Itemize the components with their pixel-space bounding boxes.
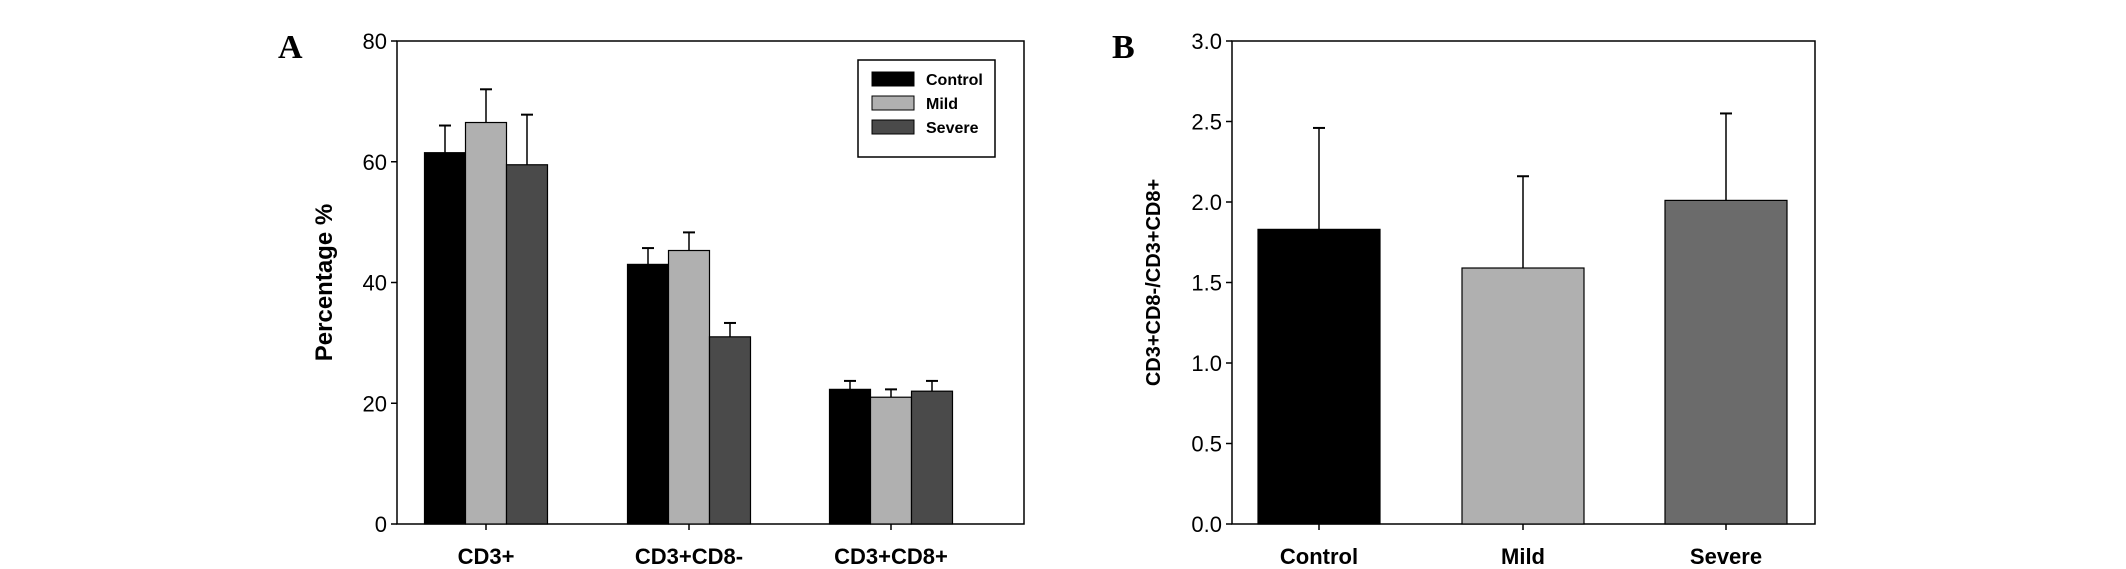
legend-label: Severe	[926, 120, 979, 137]
legend-label: Mild	[926, 96, 958, 113]
x-tick-label: CD3+CD8-	[635, 544, 743, 569]
legend-swatch	[871, 71, 915, 87]
y-axis-label: Percentage %	[311, 204, 338, 361]
x-tick-label: Severe	[1690, 544, 1762, 569]
y-tick-label: 0	[375, 512, 387, 537]
y-tick-label: 1.0	[1191, 351, 1222, 376]
chart-b: 0.0 0.5 1.0 1.5 2.0 2.5 3.0 CD3+CD8-/CD3+CD8+ Co…	[1143, 29, 1816, 569]
bar	[423, 152, 467, 525]
legend-swatch	[871, 95, 915, 111]
y-tick-label: 3.0	[1191, 29, 1222, 54]
y-tick-label: 2.0	[1191, 190, 1222, 215]
y-tick-label: 60	[363, 150, 387, 175]
legend-swatch	[871, 119, 915, 135]
y-axis-label: CD3+CD8-/CD3+CD8+	[1143, 179, 1165, 386]
y-tick-label: 0.5	[1191, 432, 1222, 457]
x-tick-label: Mild	[1501, 544, 1545, 569]
bar	[1257, 228, 1381, 525]
y-tick-label: 80	[363, 29, 387, 54]
y-tick-label: 0.0	[1191, 512, 1222, 537]
bar	[626, 263, 670, 525]
legend: Control Mild Severe	[857, 59, 996, 158]
y-tick-label: 20	[363, 391, 387, 416]
panel-label-b: B	[1112, 29, 1135, 66]
bar	[505, 164, 549, 525]
bar	[869, 396, 913, 525]
bar	[667, 249, 711, 525]
bar	[828, 388, 872, 525]
legend-label: Control	[926, 72, 983, 89]
bar	[1664, 199, 1788, 525]
bar	[464, 121, 508, 525]
bar	[1461, 267, 1585, 525]
y-tick-label: 1.5	[1191, 271, 1222, 296]
bar	[910, 390, 954, 525]
x-tick-label: Control	[1280, 544, 1358, 569]
x-tick-label: CD3+CD8+	[834, 544, 948, 569]
panel-label-a: A	[278, 29, 303, 66]
y-tick-label: 40	[363, 271, 387, 296]
bar	[708, 336, 752, 525]
chart-a: 0 20 40 60 80 Percentage % CD3+ CD3+CD8- CD3+CD8…	[311, 29, 1025, 569]
y-tick-label: 2.5	[1191, 110, 1222, 135]
x-tick-label: CD3+	[458, 544, 515, 569]
